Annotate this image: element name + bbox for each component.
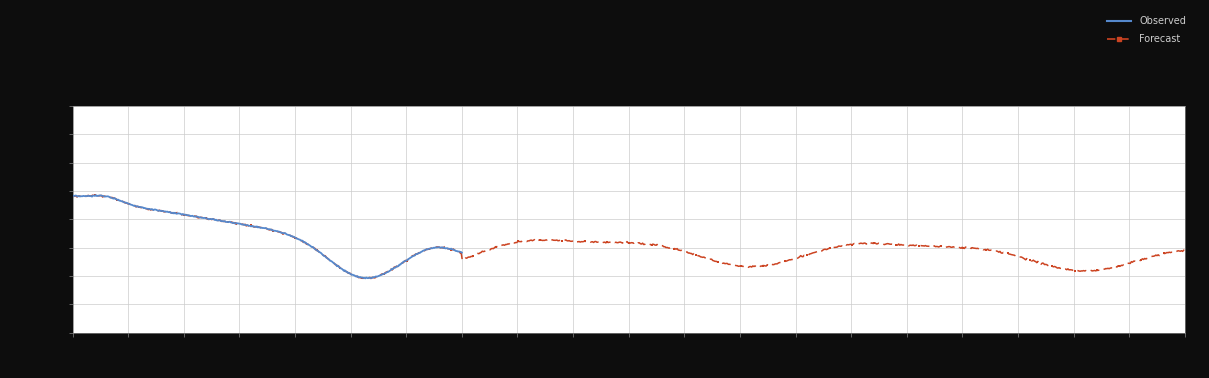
Legend: Observed, Forecast: Observed, Forecast xyxy=(1107,16,1186,44)
